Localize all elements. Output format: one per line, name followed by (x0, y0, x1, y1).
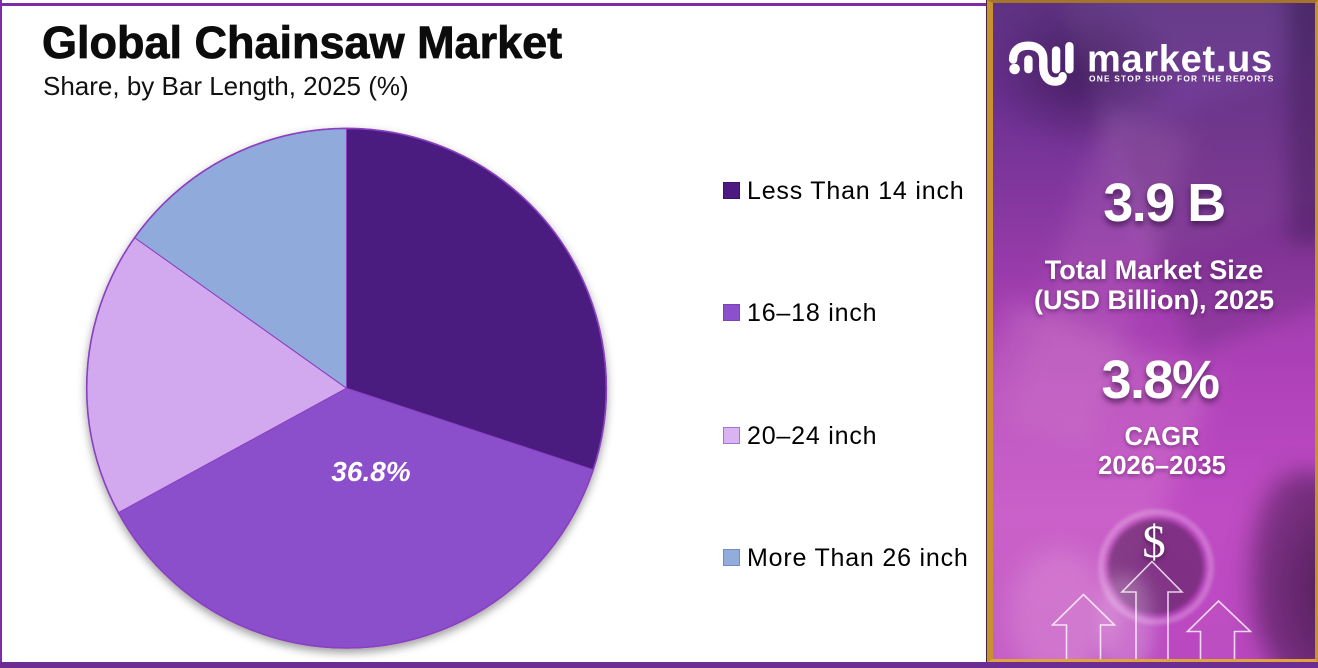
svg-text:ONE STOP SHOP FOR THE REPORTS: ONE STOP SHOP FOR THE REPORTS (1089, 74, 1275, 84)
svg-text:market.us: market.us (1087, 39, 1273, 81)
svg-text:36.8%: 36.8% (331, 456, 410, 487)
